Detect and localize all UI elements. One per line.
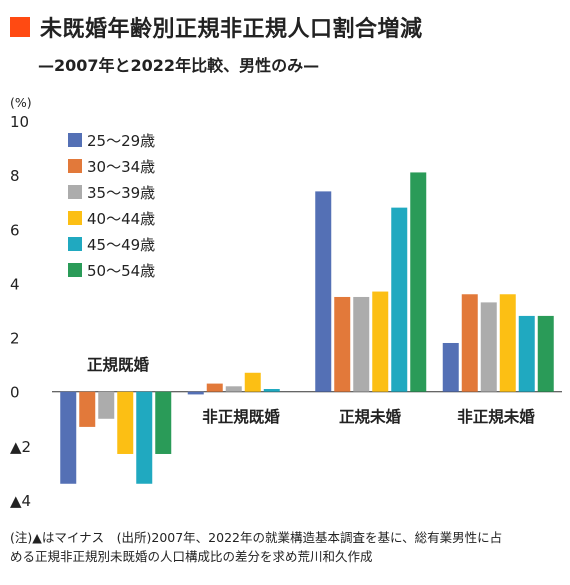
bar <box>244 372 261 392</box>
bar <box>315 191 332 392</box>
y-tick-label: 10 <box>10 113 29 131</box>
category-label: 正規未婚 <box>339 407 402 426</box>
bar <box>410 172 427 392</box>
bar <box>461 294 478 392</box>
chart-title: 未既婚年齢別正規非正規人口割合増減 <box>40 17 423 42</box>
y-axis-unit-label: (%) <box>10 95 32 110</box>
bar <box>334 296 351 392</box>
y-tick-label: ▲2 <box>10 438 31 456</box>
note-line-2: める正規非正規別未既婚の人口構成比の差分を求め荒川和久作成 <box>10 549 373 564</box>
legend-swatch <box>68 185 82 199</box>
y-tick-label: 0 <box>10 384 20 402</box>
legend-label: 50〜54歳 <box>87 262 155 280</box>
bar <box>353 296 370 392</box>
bar <box>442 342 459 392</box>
legend-label: 30〜34歳 <box>87 158 155 176</box>
y-tick-label: 8 <box>10 167 20 185</box>
bar <box>537 315 554 392</box>
y-tick-label: 2 <box>10 330 20 348</box>
bar <box>391 207 408 392</box>
bar <box>136 391 153 484</box>
bar <box>518 315 535 392</box>
legend-label: 40〜44歳 <box>87 210 155 228</box>
y-tick-label: 6 <box>10 221 20 239</box>
legend-swatch <box>68 211 82 225</box>
title-row: 未既婚年齢別正規非正規人口割合増減 <box>10 12 423 42</box>
bar <box>263 389 280 392</box>
bar <box>480 302 497 392</box>
bar <box>60 391 77 484</box>
chart-subtitle: —2007年と2022年比較、男性のみ— <box>38 56 320 75</box>
note-line-1: (注)▲はマイナス (出所)2007年、2022年の就業構造基本調査を基に、総有… <box>10 530 503 545</box>
legend-swatch <box>68 159 82 173</box>
bar <box>225 386 242 392</box>
category-label: 正規既婚 <box>87 355 150 374</box>
legend-swatch <box>68 133 82 147</box>
legend-swatch <box>68 237 82 251</box>
title-marker-square <box>10 17 30 37</box>
y-tick-label: 4 <box>10 275 20 293</box>
bar <box>79 391 96 427</box>
legend-swatch <box>68 263 82 277</box>
bar <box>155 391 172 454</box>
legend-label: 45〜49歳 <box>87 236 155 254</box>
bar <box>206 383 223 392</box>
bar <box>98 391 115 419</box>
bar <box>187 391 204 395</box>
bar <box>117 391 134 454</box>
y-tick-label: ▲4 <box>10 492 31 510</box>
source-note: (注)▲はマイナス (出所)2007年、2022年の就業構造基本調査を基に、総有… <box>10 528 562 566</box>
legend-label: 25〜29歳 <box>87 132 155 150</box>
legend-label: 35〜39歳 <box>87 184 155 202</box>
bar <box>499 294 516 392</box>
bar <box>372 291 389 392</box>
category-label: 非正規未婚 <box>457 407 535 426</box>
category-label: 非正規既婚 <box>202 407 280 426</box>
